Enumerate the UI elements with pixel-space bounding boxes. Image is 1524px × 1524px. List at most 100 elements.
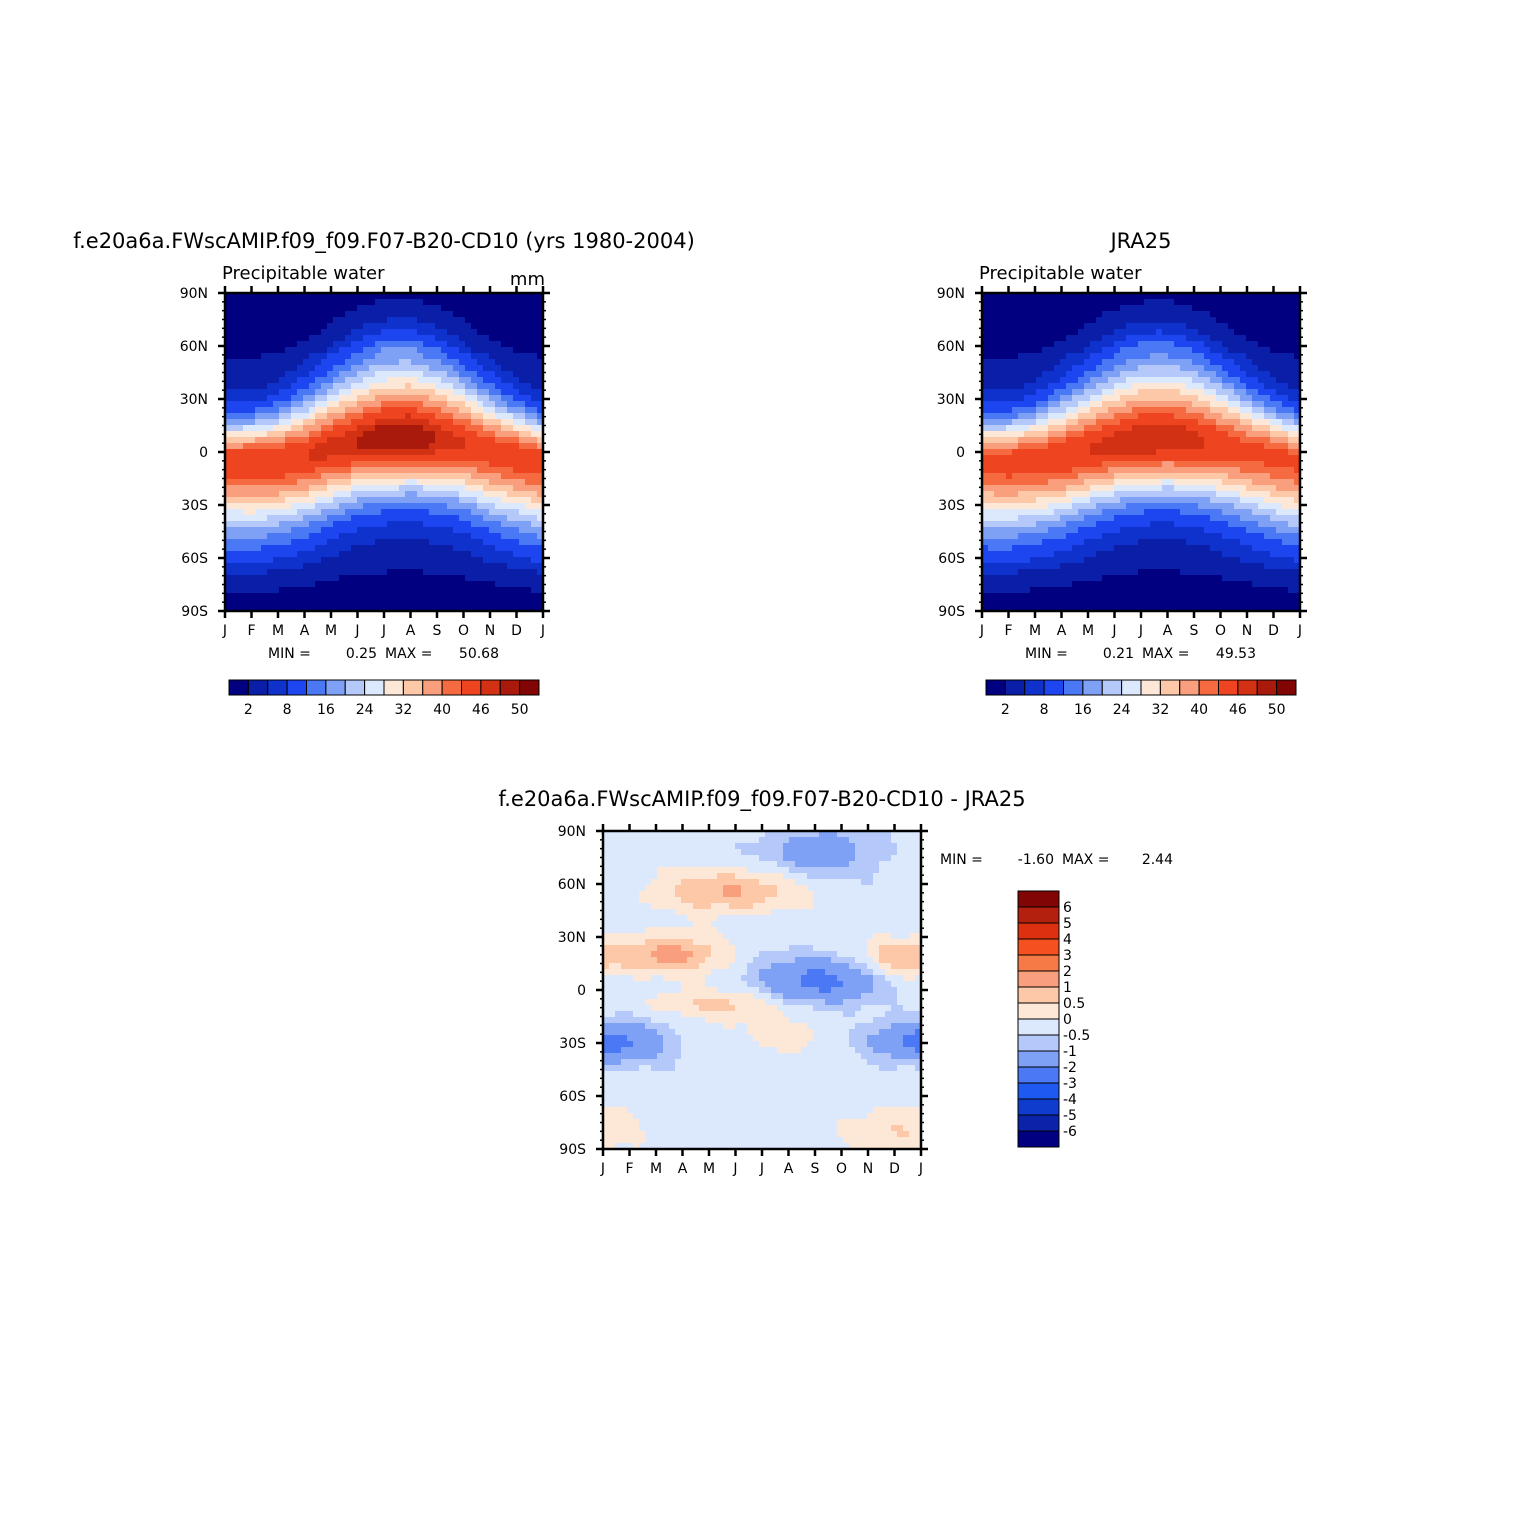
heatmap-cell <box>333 311 340 318</box>
heatmap-cell <box>1288 395 1295 402</box>
heatmap-cell <box>297 425 304 432</box>
heatmap-cell <box>1168 401 1175 408</box>
heatmap-cell <box>1276 473 1283 480</box>
heatmap-cell <box>1048 317 1055 324</box>
heatmap-cell <box>1252 407 1259 414</box>
heatmap-cell <box>988 347 995 354</box>
heatmap-cell <box>1006 455 1013 462</box>
heatmap-cell <box>267 569 274 576</box>
heatmap-cell <box>1294 383 1300 390</box>
heatmap-cell <box>279 455 286 462</box>
heatmap-cell <box>1228 491 1235 498</box>
heatmap-cell <box>273 365 280 372</box>
heatmap-cell <box>1024 371 1031 378</box>
heatmap-cell <box>1204 365 1211 372</box>
heatmap-cell <box>399 329 406 336</box>
heatmap-cell <box>447 449 454 456</box>
heatmap-cell <box>441 347 448 354</box>
heatmap-cell <box>405 527 412 534</box>
heatmap-cell <box>1258 341 1265 348</box>
heatmap-cell <box>321 599 328 606</box>
heatmap-cell <box>429 581 436 588</box>
heatmap-cell <box>1036 317 1043 324</box>
heatmap-cell <box>1018 383 1025 390</box>
heatmap-cell <box>525 305 532 312</box>
heatmap-cell <box>477 479 484 486</box>
heatmap-cell <box>501 521 508 528</box>
heatmap-cell <box>393 431 400 438</box>
heatmap-cell <box>435 527 442 534</box>
heatmap-cell <box>261 383 268 390</box>
heatmap-cell <box>411 509 418 516</box>
heatmap-cell <box>1030 371 1037 378</box>
heatmap-cell <box>1174 293 1181 300</box>
heatmap-cell <box>1198 389 1205 396</box>
heatmap-cell <box>339 455 346 462</box>
heatmap-cell <box>285 479 292 486</box>
heatmap-cell <box>327 425 334 432</box>
heatmap-cell <box>345 401 352 408</box>
heatmap-cell <box>279 377 286 384</box>
heatmap-cell <box>531 491 538 498</box>
heatmap-cell <box>327 401 334 408</box>
heatmap-cell <box>1186 377 1193 384</box>
heatmap-cell <box>1060 299 1067 306</box>
heatmap-cell <box>369 587 376 594</box>
heatmap-cell <box>357 521 364 528</box>
colorbar-swatch <box>519 679 540 696</box>
heatmap-cell <box>387 347 394 354</box>
heatmap-cell <box>1204 347 1211 354</box>
heatmap-cell <box>405 407 412 414</box>
heatmap-cell <box>1096 437 1103 444</box>
heatmap-cell <box>1156 509 1163 516</box>
heatmap-cell <box>489 593 496 600</box>
panel-subtitle-left: Precipitable water <box>979 263 1142 284</box>
heatmap-cell <box>1150 467 1157 474</box>
heatmap-cell <box>1030 359 1037 366</box>
heatmap-cell <box>351 515 358 522</box>
heatmap-cell <box>1120 443 1127 450</box>
heatmap-cell <box>1204 401 1211 408</box>
heatmap-cell <box>1222 383 1229 390</box>
heatmap-cell <box>1150 407 1157 414</box>
heatmap-cell <box>447 491 454 498</box>
heatmap-cell <box>519 587 526 594</box>
heatmap-cell <box>507 515 514 522</box>
heatmap-cell <box>1090 353 1097 360</box>
heatmap-cell <box>327 473 334 480</box>
heatmap-cell <box>988 311 995 318</box>
heatmap-cell <box>525 575 532 582</box>
heatmap-cell <box>435 419 442 426</box>
heatmap-cell <box>1246 473 1253 480</box>
heatmap-cell <box>1204 377 1211 384</box>
heatmap-cell <box>303 545 310 552</box>
heatmap-cell <box>441 413 448 420</box>
heatmap-cell <box>237 545 244 552</box>
x-tick-label: D <box>511 623 522 639</box>
heatmap-cell <box>441 383 448 390</box>
heatmap-cell <box>375 431 382 438</box>
heatmap-cell <box>261 521 268 528</box>
heatmap-cell <box>1042 407 1049 414</box>
heatmap-cell <box>351 335 358 342</box>
heatmap-cell <box>1102 401 1109 408</box>
colorbar-label: 2 <box>244 702 253 718</box>
heatmap-cell <box>1270 437 1277 444</box>
heatmap-cell <box>489 299 496 306</box>
heatmap-cell <box>1084 515 1091 522</box>
heatmap-cell <box>982 479 989 486</box>
heatmap-cell <box>417 347 424 354</box>
heatmap-cell <box>495 353 502 360</box>
heatmap-cell <box>1288 341 1295 348</box>
heatmap-cell <box>1108 419 1115 426</box>
heatmap-cell <box>261 377 268 384</box>
heatmap-cell <box>1156 437 1163 444</box>
heatmap-cell <box>393 545 400 552</box>
heatmap-cell <box>297 479 304 486</box>
heatmap-cell <box>345 533 352 540</box>
heatmap-cell <box>1126 449 1133 456</box>
heatmap-cell <box>1000 371 1007 378</box>
heatmap-cell <box>375 581 382 588</box>
heatmap-cell <box>225 443 232 450</box>
heatmap-cell <box>273 455 280 462</box>
